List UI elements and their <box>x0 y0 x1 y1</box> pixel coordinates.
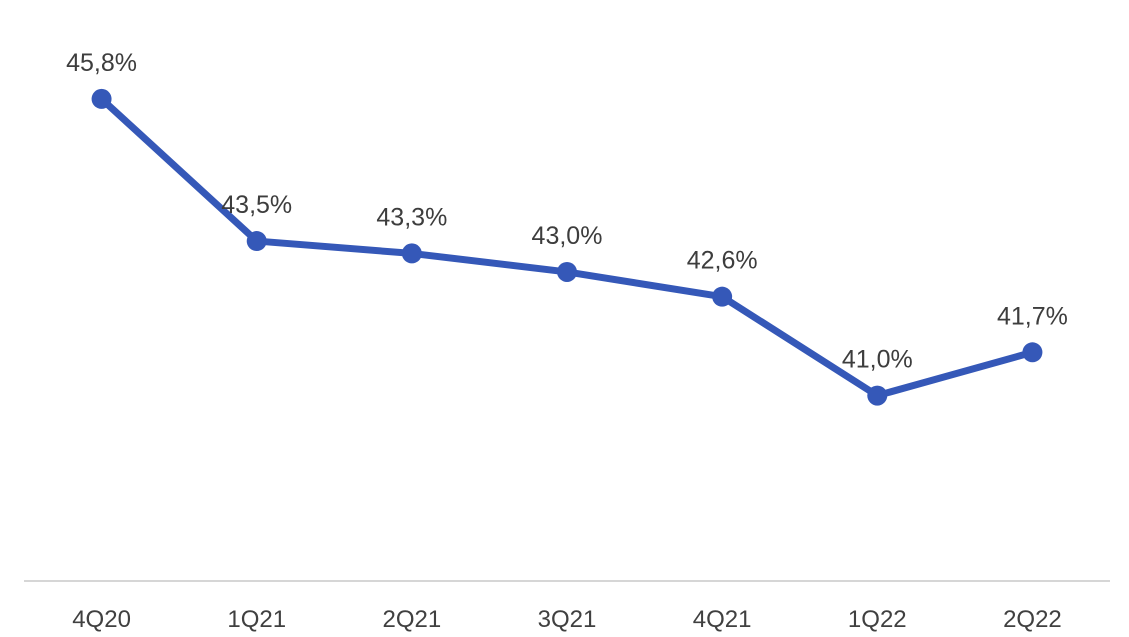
x-axis-tick-label: 4Q20 <box>72 606 131 633</box>
data-point-marker <box>867 385 888 406</box>
data-point-label: 42,6% <box>687 247 758 275</box>
data-point-label: 41,7% <box>997 302 1068 330</box>
data-point-marker <box>246 231 267 252</box>
x-axis-tick-label: 2Q22 <box>1003 606 1062 633</box>
data-point-marker <box>712 286 733 307</box>
data-point-marker <box>91 88 112 109</box>
data-point-label: 43,5% <box>221 191 292 219</box>
data-point-label: 43,3% <box>376 203 447 231</box>
data-point-marker <box>557 261 577 282</box>
x-axis-tick-label: 1Q22 <box>848 606 907 633</box>
x-axis-tick-label: 3Q21 <box>538 606 597 633</box>
x-axis-tick-label: 1Q21 <box>227 606 286 633</box>
x-axis-tick-label: 4Q21 <box>693 606 752 633</box>
x-axis-tick-label: 2Q21 <box>382 606 441 633</box>
data-point-marker <box>1022 342 1043 363</box>
data-point-label: 43,0% <box>532 222 603 250</box>
data-point-marker <box>401 243 422 264</box>
data-point-label: 45,8% <box>66 49 137 77</box>
data-point-label: 41,0% <box>842 346 913 374</box>
